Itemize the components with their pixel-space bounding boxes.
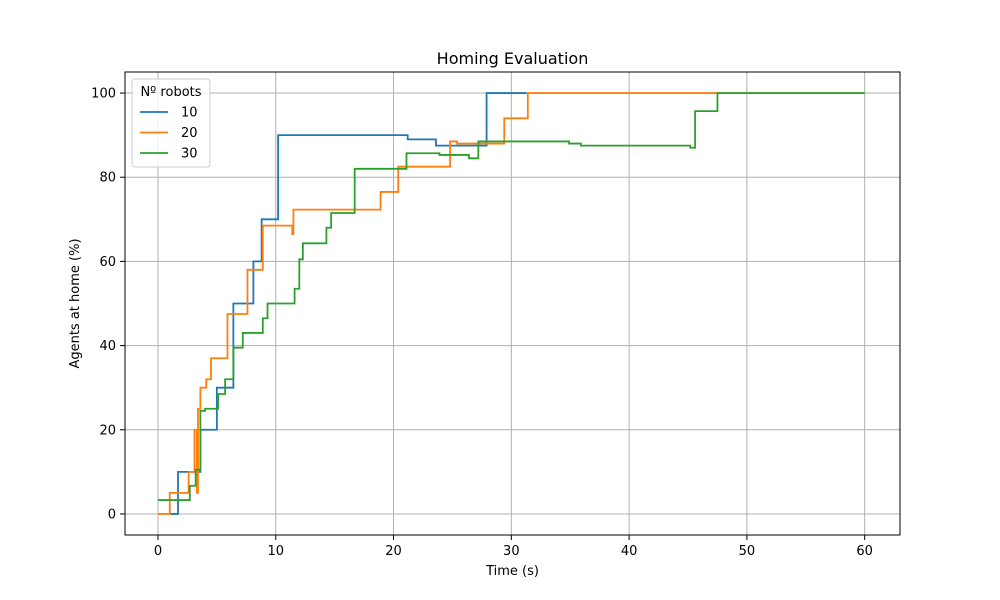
x-tick-label: 60 — [856, 544, 873, 559]
y-axis-title: Agents at home (%) — [68, 238, 83, 368]
y-tick-label: 20 — [99, 423, 116, 438]
y-tick-label: 60 — [99, 255, 116, 270]
legend-title: Nº robots — [140, 85, 201, 100]
legend-label-20: 20 — [181, 126, 198, 141]
x-tick-label: 10 — [267, 544, 284, 559]
series-layer — [157, 92, 865, 515]
legend: Nº robots 10 20 30 — [131, 78, 211, 168]
legend-label-10: 10 — [181, 106, 198, 121]
x-axis-title: Time (s) — [485, 564, 539, 579]
axis-ticks: 0 10 20 30 40 50 60 0 20 40 60 80 100 — [91, 87, 873, 559]
y-tick-label: 40 — [99, 339, 116, 354]
y-tick-label: 100 — [91, 87, 116, 102]
x-tick-label: 0 — [154, 544, 162, 559]
legend-entries: 10 20 30 — [140, 106, 198, 162]
y-tick-label: 80 — [99, 171, 116, 186]
chart-title: Homing Evaluation — [437, 49, 589, 68]
series-line-30 — [157, 92, 865, 501]
series-line-20 — [157, 92, 719, 515]
x-tick-label: 50 — [739, 544, 756, 559]
x-tick-label: 30 — [503, 544, 520, 559]
x-tick-label: 20 — [385, 544, 402, 559]
legend-label-30: 30 — [181, 147, 198, 162]
x-tick-label: 40 — [621, 544, 638, 559]
y-tick-label: 0 — [108, 507, 116, 522]
legend-box — [131, 78, 211, 168]
plot-frame — [124, 71, 901, 536]
